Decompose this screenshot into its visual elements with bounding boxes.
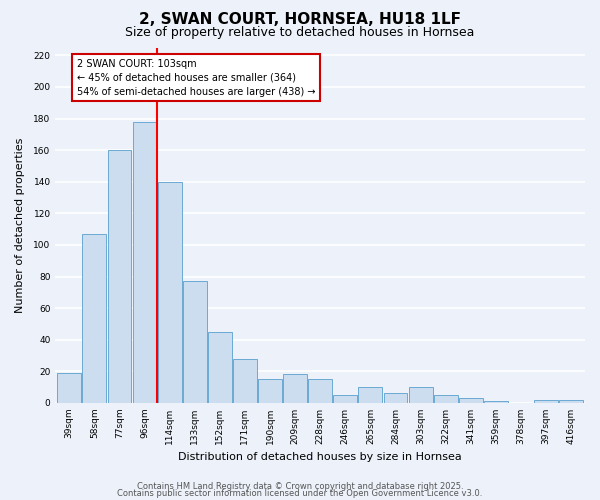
Bar [258, 379, 282, 403]
Bar [283, 374, 307, 403]
Text: Contains HM Land Registry data © Crown copyright and database right 2025.: Contains HM Land Registry data © Crown c… [137, 482, 463, 491]
Bar [58, 373, 81, 403]
Bar [383, 394, 407, 403]
Text: 2, SWAN COURT, HORNSEA, HU18 1LF: 2, SWAN COURT, HORNSEA, HU18 1LF [139, 12, 461, 28]
Bar [358, 387, 382, 403]
Bar [434, 395, 458, 403]
Bar [334, 395, 357, 403]
Text: Contains public sector information licensed under the Open Government Licence v3: Contains public sector information licen… [118, 489, 482, 498]
X-axis label: Distribution of detached houses by size in Hornsea: Distribution of detached houses by size … [178, 452, 462, 462]
Text: 2 SWAN COURT: 103sqm
← 45% of detached houses are smaller (364)
54% of semi-deta: 2 SWAN COURT: 103sqm ← 45% of detached h… [77, 58, 315, 96]
Bar [459, 398, 483, 403]
Bar [308, 379, 332, 403]
Text: Size of property relative to detached houses in Hornsea: Size of property relative to detached ho… [125, 26, 475, 39]
Bar [233, 358, 257, 403]
Bar [534, 400, 558, 403]
Y-axis label: Number of detached properties: Number of detached properties [15, 138, 25, 313]
Bar [559, 400, 583, 403]
Bar [484, 402, 508, 403]
Bar [409, 387, 433, 403]
Bar [133, 122, 157, 403]
Bar [183, 282, 206, 403]
Bar [158, 182, 182, 403]
Bar [82, 234, 106, 403]
Bar [107, 150, 131, 403]
Bar [208, 332, 232, 403]
